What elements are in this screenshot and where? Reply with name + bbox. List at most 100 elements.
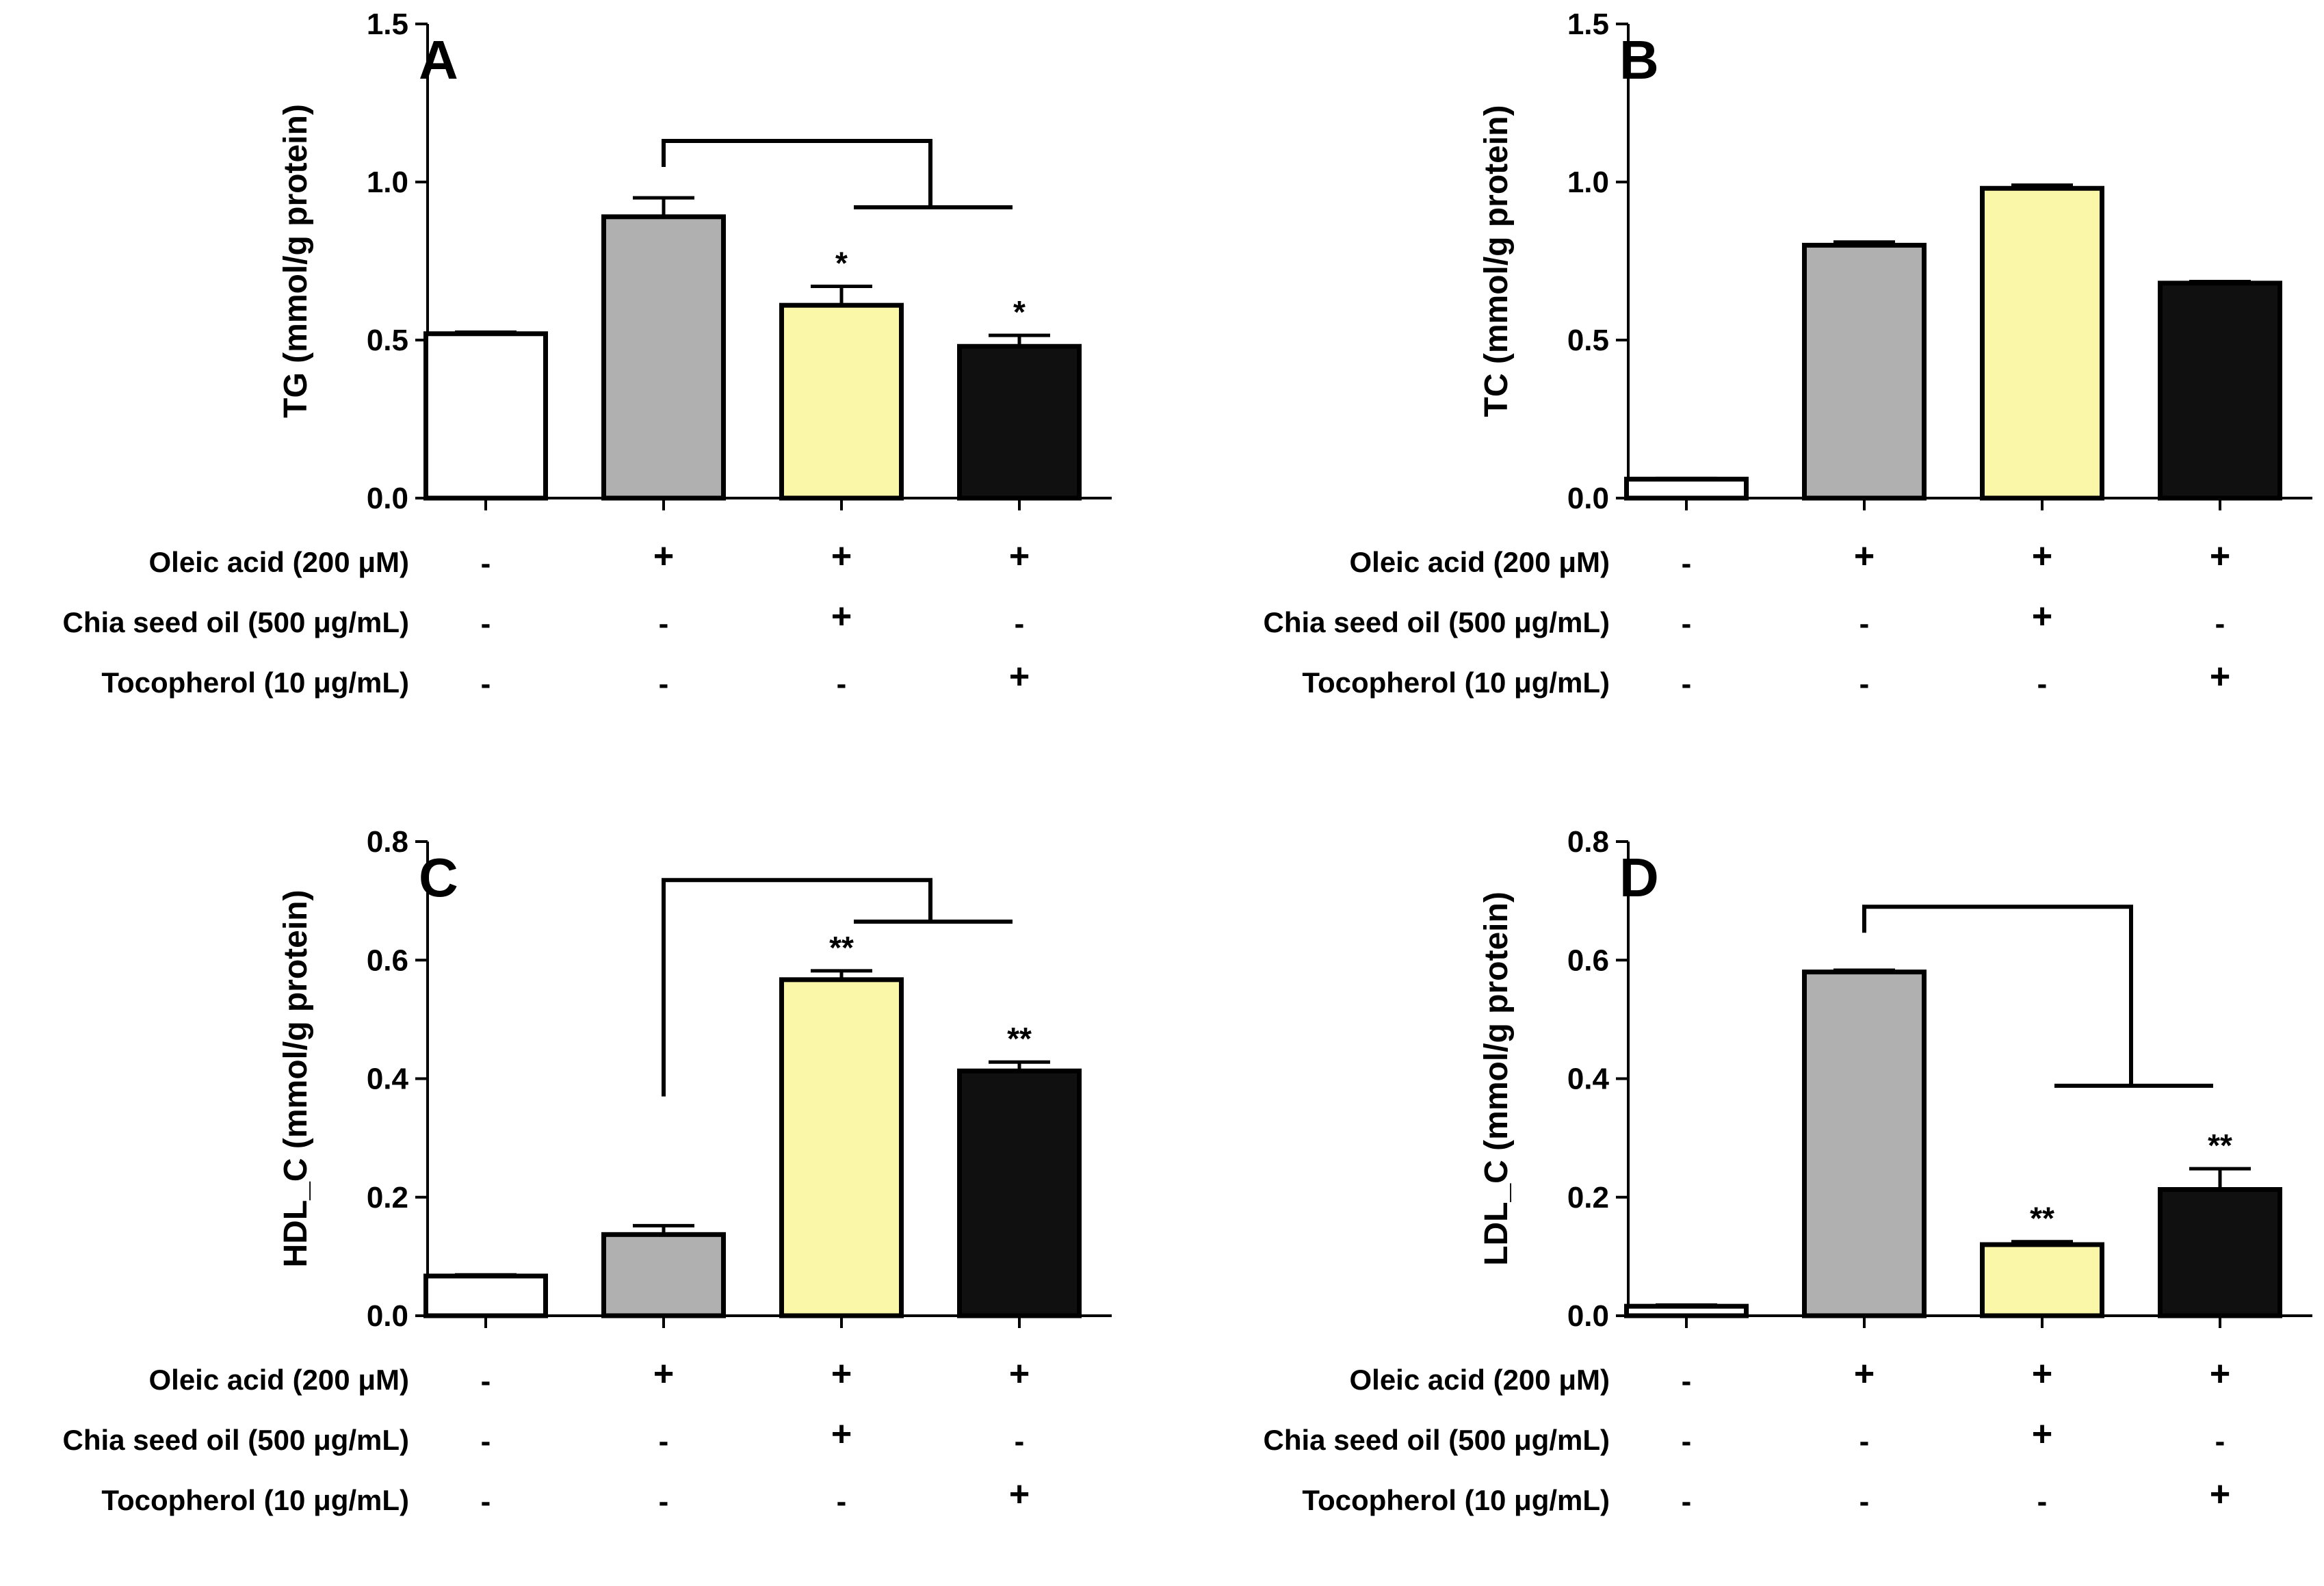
treatment-label: Tocopherol (10 μg/mL) [101, 666, 409, 699]
significance-marker: ** [829, 930, 854, 965]
treatment-sign: - [1682, 1364, 1692, 1398]
treatment-sign: - [2215, 1425, 2225, 1458]
treatment-label: Tocopherol (10 μg/mL) [1302, 1484, 1610, 1516]
treatment-label: Oleic acid (200 μM) [148, 1364, 409, 1396]
treatment-label: Chia seed oil (500 μg/mL) [1264, 606, 1610, 638]
bar-1 [1624, 1303, 1749, 1318]
treatment-sign: - [481, 1425, 491, 1458]
treatment-sign: - [481, 547, 491, 580]
bar-2 [601, 1232, 726, 1318]
treatment-sign: + [1009, 536, 1030, 576]
comparison-bracket [1862, 905, 2133, 1086]
treatment-label: Oleic acid (200 μM) [148, 546, 409, 578]
bar-4 [957, 343, 1082, 501]
bar-4 [2158, 281, 2282, 501]
significance-marker: ** [2208, 1128, 2232, 1163]
significance-marker: * [835, 245, 848, 281]
treatment-sign: - [481, 607, 491, 640]
y-tick-label: 0.6 [1567, 944, 1609, 977]
treatment-sign: + [2032, 1414, 2052, 1454]
panel-d: D LDL_C (mmol/g protein) 0.0 0.2 0.4 0.6 0.8 **… [1201, 818, 2324, 1583]
treatment-label: Oleic acid (200 μM) [1349, 546, 1610, 578]
treatment-sign: - [659, 667, 669, 701]
treatment-sign: + [1009, 1354, 1030, 1394]
treatment-sign: + [2032, 1354, 2052, 1394]
treatment-sign: + [831, 1354, 852, 1394]
treatment-sign: - [659, 1485, 669, 1518]
treatment-sign: - [837, 667, 847, 701]
y-axis-label: HDL_C (mmol/g protein) [278, 890, 314, 1268]
bar-1 [423, 331, 548, 501]
treatment-sign: - [1682, 1425, 1692, 1458]
treatment-sign: - [1859, 607, 1870, 640]
treatment-sign: - [481, 1485, 491, 1518]
panel-letter: B [1619, 29, 1659, 90]
treatment-sign: + [1854, 1354, 1875, 1394]
treatment-sign: - [2215, 607, 2225, 640]
y-tick-label: 0.4 [367, 1063, 409, 1096]
treatment-sign: - [1682, 667, 1692, 701]
y-tick-label: 1.0 [367, 166, 408, 199]
bar-4 [957, 1068, 1082, 1318]
chart-d: D LDL_C (mmol/g protein) 0.0 0.2 0.4 0.6 0.8 **… [1264, 825, 2312, 1518]
chart-b: B TC (mmol/g protein) 0.0 0.5 1.0 1.5 Oleic ac… [1264, 8, 2312, 701]
panel-letter: C [419, 847, 458, 908]
treatment-sign: + [1009, 1474, 1030, 1514]
y-tick-label: 0.5 [367, 324, 408, 357]
panel-letter: A [419, 29, 458, 90]
y-tick-label: 0.0 [1567, 1299, 1609, 1333]
treatment-sign: + [831, 597, 852, 636]
significance-marker: ** [2030, 1201, 2054, 1236]
treatment-sign: - [1015, 1425, 1025, 1458]
treatment-sign: - [481, 667, 491, 701]
y-tick-label: 0.2 [367, 1181, 408, 1214]
treatment-sign: + [831, 536, 852, 576]
y-tick-label: 0.0 [367, 482, 408, 515]
y-axis-label: LDL_C (mmol/g protein) [1478, 892, 1515, 1266]
significance-marker: ** [1007, 1021, 1032, 1056]
comparison-bracket [662, 138, 932, 207]
y-tick-label: 0.4 [1567, 1063, 1610, 1096]
y-tick-label: 1.5 [1567, 8, 1609, 41]
figure: A TG (mmol/g protein) 0.0 0.5 1.0 1.5 * * Oleic … [63, 0, 2324, 1518]
bar-3 [779, 977, 904, 1318]
y-tick-label: 0.8 [1567, 825, 1609, 859]
panel-b: B TC (mmol/g protein) 0.0 0.5 1.0 1.5 Oleic ac… [1201, 0, 2324, 765]
y-axis-label: TC (mmol/g protein) [1478, 105, 1515, 417]
treatment-sign: + [1854, 536, 1875, 576]
treatment-sign: + [1009, 657, 1030, 697]
treatment-sign: - [659, 607, 669, 640]
y-axis-label: TG (mmol/g protein) [278, 104, 314, 418]
treatment-sign: - [1682, 547, 1692, 580]
treatment-sign: - [2037, 667, 2048, 701]
treatment-sign: + [2210, 657, 2230, 697]
treatment-sign: + [653, 536, 674, 576]
bar-4 [2158, 1186, 2282, 1318]
treatment-sign: - [1859, 1485, 1870, 1518]
treatment-sign: - [1015, 607, 1025, 640]
treatment-sign: - [2037, 1485, 2048, 1518]
y-tick-label: 0.8 [367, 825, 408, 859]
bar-3 [1980, 1242, 2104, 1318]
treatment-sign: + [831, 1414, 852, 1454]
treatment-label: Tocopherol (10 μg/mL) [1302, 666, 1610, 699]
y-tick-label: 0.0 [1567, 482, 1609, 515]
comparison-bracket [662, 878, 932, 1097]
treatment-sign: - [1859, 667, 1870, 701]
treatment-sign: + [2032, 597, 2052, 636]
treatment-label: Chia seed oil (500 μg/mL) [63, 606, 409, 638]
y-tick-label: 0.5 [1567, 324, 1609, 357]
y-tick-label: 1.0 [1567, 166, 1609, 199]
treatment-sign: - [659, 1425, 669, 1458]
treatment-sign: - [1682, 607, 1692, 640]
treatment-label: Tocopherol (10 μg/mL) [101, 1484, 409, 1516]
chart-c: C HDL_C (mmol/g protein) 0.0 0.2 0.4 0.6 0.8 **… [63, 825, 1112, 1518]
panel-letter: D [1619, 847, 1659, 908]
chart-a: A TG (mmol/g protein) 0.0 0.5 1.0 1.5 * * Oleic … [63, 8, 1112, 701]
bar-2 [1802, 970, 1927, 1318]
treatment-sign: - [1682, 1485, 1692, 1518]
treatment-label: Oleic acid (200 μM) [1349, 1364, 1610, 1396]
y-tick-label: 0.6 [367, 944, 408, 977]
treatment-sign: - [1859, 1425, 1870, 1458]
treatment-sign: + [653, 1354, 674, 1394]
